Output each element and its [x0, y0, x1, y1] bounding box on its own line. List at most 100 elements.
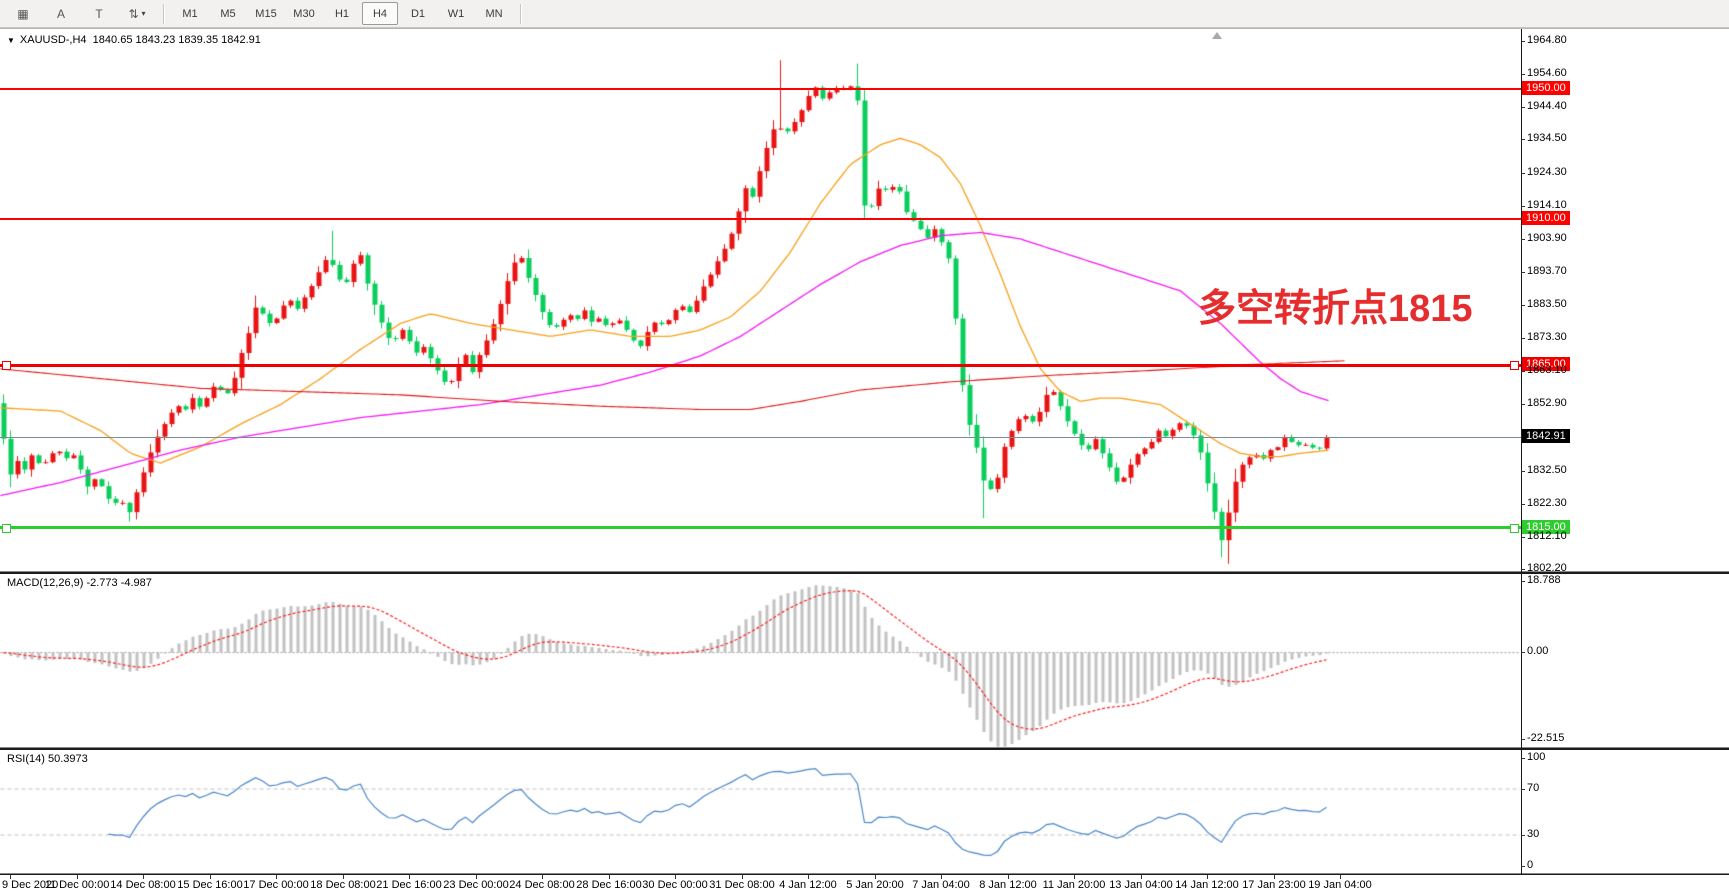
- timeframe-button-d1[interactable]: D1: [410, 7, 426, 20]
- timeframe-button-w1[interactable]: W1: [447, 7, 465, 20]
- time-axis-label: 19 Jan 04:00: [1308, 879, 1372, 891]
- timeframe-button-h1[interactable]: H1: [334, 7, 350, 20]
- axis-tick-mark: [1521, 470, 1525, 472]
- support-line-1815[interactable]: [0, 523, 1521, 533]
- time-axis-tick: [1008, 875, 1009, 879]
- symbol-period-label: XAUUSD-,H4: [19, 34, 87, 46]
- time-axis-label: 9 Dec 2020: [2, 879, 59, 891]
- time-axis: 9 Dec 2020 11 Dec 00:00 14 Dec 08:00 15 Dec…: [0, 875, 1729, 894]
- price-axis-label: 1903.90: [1521, 232, 1567, 244]
- axis-tick-mark: [1521, 74, 1525, 76]
- resistance-line-1910-price-tag: 1910.00: [1522, 210, 1570, 225]
- time-axis-label: 15 Dec 16:00: [177, 879, 243, 891]
- dropdown-arrow-icon[interactable]: ▾: [141, 9, 146, 18]
- toolbar: ▦ A T ⇅ ▾ M1 M5 M15 M30 H1 H4 D1 W1 MN: [0, 0, 1729, 28]
- timeframe-button-m15[interactable]: M15: [255, 7, 277, 20]
- price-axis-label: 1934.50: [1521, 132, 1567, 144]
- time-axis-label: 17 Dec 00:00: [243, 879, 309, 891]
- current-price-line: [0, 436, 1521, 438]
- macd-axis-label: -22.515: [1521, 732, 1564, 744]
- time-axis-label: 31 Dec 08:00: [709, 879, 775, 891]
- chart-title: ▼ XAUUSD-,H4 1840.65 1843.23 1839.35 1842…: [7, 34, 261, 46]
- ohlc-values: 1840.65 1843.23 1839.35 1842.91: [92, 34, 261, 46]
- timeframe-button-m5[interactable]: M5: [220, 7, 236, 20]
- time-axis-label: 30 Dec 00:00: [642, 879, 708, 891]
- time-axis-tick: [808, 875, 809, 879]
- annotation-text[interactable]: 多空转折点1815: [1198, 288, 1473, 330]
- pane-separator[interactable]: [0, 571, 1729, 574]
- price-axis-label: 1873.30: [1521, 331, 1567, 343]
- rsi-axis-label: 70: [1521, 782, 1539, 794]
- timeframe-button-h4[interactable]: H4: [362, 2, 398, 25]
- time-axis-tick: [609, 875, 610, 879]
- axis-tick-mark: [1521, 569, 1525, 571]
- timeframe-button-m30[interactable]: M30: [293, 7, 315, 20]
- price-axis-label: 1852.90: [1521, 397, 1567, 409]
- resistance-line-1950[interactable]: [0, 88, 1521, 91]
- rsi-axis-label: 30: [1521, 828, 1539, 840]
- time-axis-tick: [476, 875, 477, 879]
- pane-separator: [0, 873, 1729, 876]
- time-axis-tick: [675, 875, 676, 879]
- time-axis-tick: [343, 875, 344, 879]
- axis-tick-mark: [1521, 739, 1525, 740]
- axis-tick-mark: [1521, 834, 1525, 836]
- price-axis-label: 1863.10: [1521, 364, 1567, 376]
- axis-tick-mark: [1521, 205, 1525, 207]
- time-axis-label: 11 Dec 00:00: [44, 879, 110, 891]
- time-axis-tick: [10, 875, 11, 879]
- macd-pane-canvas[interactable]: [0, 573, 1521, 747]
- time-axis-label: 8 Jan 12:00: [979, 879, 1037, 891]
- axis-tick-mark: [1521, 581, 1525, 582]
- toolbar-separator: [163, 3, 164, 24]
- text-box-icon[interactable]: T: [95, 6, 103, 21]
- time-axis-tick: [1074, 875, 1075, 879]
- price-axis-label: 1954.60: [1521, 67, 1567, 79]
- symbol-dropdown-icon[interactable]: ▼: [7, 36, 15, 45]
- time-axis-tick: [542, 875, 543, 879]
- price-axis-label: 1964.80: [1521, 34, 1567, 46]
- timeframe-button-m1[interactable]: M1: [182, 7, 198, 20]
- current-price-tag: 1842.91: [1522, 428, 1570, 443]
- chart-shift-marker[interactable]: [1212, 32, 1222, 39]
- time-axis-label: 4 Jan 12:00: [779, 879, 837, 891]
- time-axis-tick: [742, 875, 743, 879]
- time-axis-label: 24 Dec 08:00: [509, 879, 575, 891]
- timeframe-toolbar: M1 M5 M15 M30 H1 H4 D1 W1 MN: [167, 0, 517, 27]
- price-axis-border: [1521, 29, 1522, 875]
- support-line-1815-handle-left[interactable]: [2, 523, 11, 533]
- rsi-label: RSI(14) 50.3973: [7, 753, 88, 765]
- price-axis-label: 1812.10: [1521, 530, 1567, 542]
- time-axis-label: 13 Jan 04:00: [1109, 879, 1173, 891]
- cursor-mode-icon[interactable]: ⇅ ▾: [128, 6, 146, 21]
- axis-tick-mark: [1521, 866, 1525, 867]
- time-axis-tick: [1274, 875, 1275, 879]
- pivot-line-1865-handle-right[interactable]: [1510, 361, 1519, 371]
- toolbar-separator: [520, 3, 521, 24]
- price-chart-canvas[interactable]: [0, 29, 1521, 571]
- axis-tick-mark: [1521, 371, 1525, 373]
- price-axis-label: 1883.50: [1521, 298, 1567, 310]
- axis-tick-mark: [1521, 238, 1525, 240]
- rsi-pane-canvas[interactable]: [0, 750, 1521, 873]
- pivot-line-1865-handle-left[interactable]: [2, 361, 11, 371]
- axis-tick-mark: [1521, 404, 1525, 406]
- resistance-line-1910[interactable]: [0, 218, 1521, 220]
- resistance-line-1950-price-tag: 1950.00: [1522, 81, 1570, 96]
- time-axis-tick: [409, 875, 410, 879]
- indicator-list-icon[interactable]: ▦: [17, 6, 29, 21]
- time-axis-tick: [875, 875, 876, 879]
- time-axis-tick: [143, 875, 144, 879]
- pane-separator[interactable]: [0, 747, 1729, 750]
- macd-axis-label: 18.788: [1521, 574, 1561, 586]
- axis-tick-mark: [1521, 305, 1525, 307]
- time-axis-tick: [77, 875, 78, 879]
- support-line-1815-handle-right[interactable]: [1510, 523, 1519, 533]
- text-label-icon[interactable]: A: [56, 6, 65, 21]
- timeframe-button-mn[interactable]: MN: [485, 7, 503, 20]
- pivot-line-1865[interactable]: [0, 361, 1521, 371]
- time-axis-label: 23 Dec 00:00: [443, 879, 509, 891]
- price-axis-label: 1832.50: [1521, 464, 1567, 476]
- price-axis-label: 1944.40: [1521, 100, 1567, 112]
- support-line-1815-price-tag: 1815.00: [1522, 519, 1570, 534]
